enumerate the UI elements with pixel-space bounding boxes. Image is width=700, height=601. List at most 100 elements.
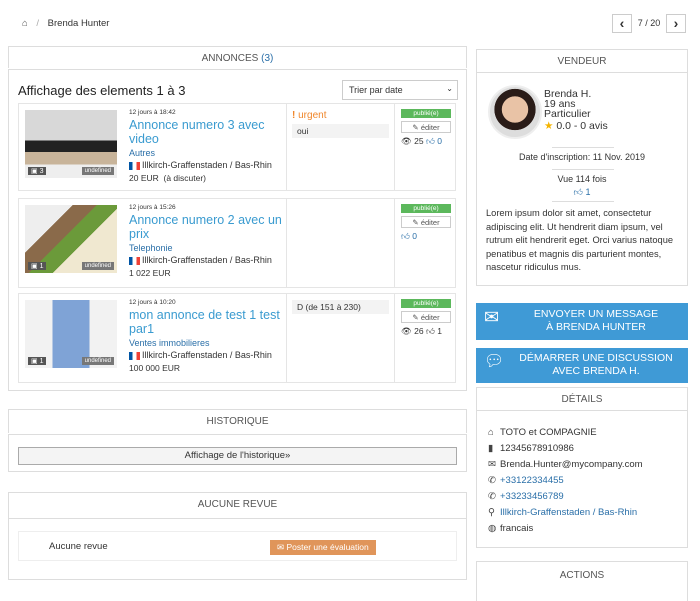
france-flag-icon (129, 161, 140, 170)
price-value: 100 000 EUR (129, 363, 181, 373)
email-value: Brenda.Hunter@mycompany.com (500, 459, 643, 470)
siret-value: 12345678910986 (500, 443, 574, 454)
seller-name: Brenda H. (544, 88, 592, 100)
divider (552, 169, 614, 170)
detail-phone2: ✆ +33233456789 (488, 489, 687, 505)
likes-count: 0 (412, 231, 417, 241)
listing-title[interactable]: Annonce numero 2 avec un prix (129, 213, 282, 241)
listing-category[interactable]: Ventes immobilieres (129, 338, 210, 348)
seller-info: Brenda H. 19 ans Particulier ★ 0.0 - 0 a… (544, 88, 608, 132)
eye-icon: 👁︎ (401, 136, 412, 146)
thumbs-up-icon: 👍︎ (401, 231, 410, 241)
breadcrumb: ⌂ / Brenda Hunter (22, 18, 110, 29)
review-row: Aucune revue ✉ Poster une évaluation (18, 531, 457, 561)
globe-icon: ◍ (488, 523, 497, 534)
listing-thumbnail[interactable]: ▣ 1 undefined (25, 205, 117, 273)
revues-header: AUCUNE REVUE (8, 492, 467, 518)
listing-title[interactable]: mon annonce de test 1 test par1 (129, 308, 280, 336)
vendeur-title: VENDEUR (557, 56, 607, 67)
price-value: 20 EUR (129, 173, 159, 183)
listing-price: 20 EUR (à discuter) (129, 173, 284, 183)
annonces-count: (3) (261, 53, 274, 64)
home-icon[interactable]: ⌂ (22, 18, 28, 29)
post-review-button[interactable]: ✉ Poster une évaluation (270, 540, 376, 555)
seller-inscription: Date d'inscription: 11 Nov. 2019 (519, 152, 645, 162)
views-count: 25 (414, 136, 424, 146)
detail-company: ⌂ TOTO et COMPAGNIE (488, 425, 687, 441)
sort-value: Trier par date (349, 85, 403, 95)
status-badge: publié(e) (401, 204, 451, 213)
status-badge: publié(e) (401, 299, 451, 308)
listing-stats: 👍︎ 0 (401, 231, 451, 242)
divider (552, 201, 614, 202)
edit-button[interactable]: ✎ éditer (401, 121, 451, 133)
listing-date: 12 jours à 15:26 (129, 204, 176, 211)
listing-thumbnail[interactable]: ▣ 3 undefined (25, 110, 117, 178)
revues-panel: Aucune revue ✉ Poster une évaluation (8, 518, 467, 580)
edit-label: éditer (420, 313, 440, 322)
edit-button[interactable]: ✎ éditer (401, 216, 451, 228)
details-header: DÉTAILS (476, 387, 688, 411)
divider (552, 147, 614, 148)
start-discussion-label: DÉMARRER UNE DISCUSSION AVEC BRENDA H. (519, 352, 673, 377)
actions-title: ACTIONS (559, 570, 605, 581)
listing-category[interactable]: Autres (129, 148, 156, 158)
edit-icon: ✎ (412, 313, 419, 322)
edit-button[interactable]: ✎ éditer (401, 311, 451, 323)
thumbs-up-icon: 👍︎ (426, 326, 435, 336)
listing-date: 12 jours à 10:20 (129, 299, 176, 306)
send-message-button[interactable]: ✉ ENVOYER UN MESSAGE À BRENDA HUNTER (476, 303, 688, 340)
listing-row: ▣ 1 undefined 12 jours à 15:26 Annonce n… (18, 198, 456, 288)
historique-button[interactable]: Affichage de l'historique» (18, 447, 457, 465)
thumbs-up-icon: 👍︎ (426, 136, 435, 146)
listing-attributes (286, 199, 395, 287)
map-marker-icon: ⚲ (488, 507, 495, 518)
edit-label: éditer (420, 123, 440, 132)
phone-icon: ✆ (488, 475, 496, 486)
start-discussion-button[interactable]: 💬︎ DÉMARRER UNE DISCUSSION AVEC BRENDA H… (476, 348, 688, 383)
price-note: (à discuter) (163, 173, 207, 183)
listing-row: ▣ 1 undefined 12 jours à 10:20 mon annon… (18, 293, 456, 383)
undefined-badge: undefined (81, 167, 114, 175)
photo-count-badge: ▣ 1 (28, 357, 47, 365)
listing-location: Illkirch-Graffenstaden / Bas-Rhin (129, 255, 284, 265)
historique-header: HISTORIQUE (8, 409, 467, 433)
france-flag-icon (129, 351, 140, 360)
actions-header: ACTIONS (476, 561, 688, 601)
detail-language: ◍ francais (488, 521, 687, 537)
vendeur-panel: Brenda H. 19 ans Particulier ★ 0.0 - 0 a… (476, 72, 688, 286)
views-count: 26 (414, 326, 424, 336)
seller-likes: 👍︎ 1 (477, 187, 687, 198)
listing-title[interactable]: Annonce numero 3 avec video (129, 118, 265, 146)
listing-thumbnail[interactable]: ▣ 1 undefined (25, 300, 117, 368)
camera-icon: ▣ (31, 263, 38, 270)
listing-attributes: ! urgent oui (286, 104, 395, 190)
location-text: Illkirch-Graffenstaden / Bas-Rhin (142, 255, 272, 265)
sort-select[interactable]: Trier par date ⌄ (342, 80, 458, 100)
company-value: TOTO et COMPAGNIE (500, 427, 597, 438)
edit-icon: ✎ (412, 123, 419, 132)
annonces-title: ANNONCES (201, 53, 259, 64)
camera-icon: ▣ (31, 168, 38, 175)
details-panel: ⌂ TOTO et COMPAGNIE ▮ 12345678910986 ✉ Bren… (476, 410, 688, 548)
next-button[interactable]: › (666, 14, 686, 33)
listing-price: 1 022 EUR (129, 268, 284, 278)
seller-type: Particulier (544, 108, 591, 120)
camera-icon: ▣ (31, 358, 38, 365)
annonces-header: ANNONCES (3) (8, 46, 467, 68)
listing-price: 100 000 EUR (129, 363, 284, 373)
prev-button[interactable]: ‹ (612, 14, 632, 33)
phone1-link[interactable]: +33122334455 (500, 475, 564, 486)
location-link[interactable]: Illkirch-Graffenstaden / Bas-Rhin (500, 507, 638, 518)
urgent-text: urgent (298, 110, 327, 121)
listing-category[interactable]: Telephonie (129, 243, 173, 253)
phone2-link[interactable]: +33233456789 (500, 491, 564, 502)
seller-age: 19 ans (544, 98, 576, 110)
edit-label: éditer (420, 218, 440, 227)
eye-icon: 👁︎ (401, 326, 412, 336)
historique-panel: Affichage de l'historique» (8, 434, 467, 472)
listing-location: Illkirch-Graffenstaden / Bas-Rhin (129, 160, 284, 170)
price-value: 1 022 EUR (129, 268, 171, 278)
envelope-icon: ✉ (277, 542, 285, 552)
photo-count: 1 (39, 263, 44, 270)
